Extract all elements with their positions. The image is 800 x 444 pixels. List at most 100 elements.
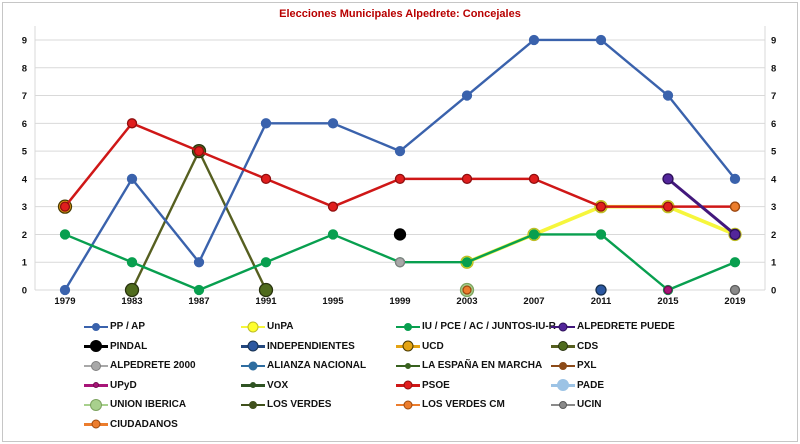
legend-item-vox: VOX (241, 378, 396, 392)
x-tick: 1999 (389, 296, 410, 307)
legend-marker-icon (396, 320, 420, 334)
legend-label: UCIN (577, 399, 602, 411)
series-line-pp-ap (63, 38, 736, 291)
legend-marker-icon (551, 398, 575, 412)
data-point-ciudadanos (729, 201, 741, 212)
legend-marker-icon (241, 378, 265, 392)
legend-label: ALPEDRETE PUEDE (577, 321, 675, 333)
legend-item-cds: CDS (551, 339, 711, 353)
x-tick: 1987 (188, 296, 209, 307)
x-tick: 2007 (523, 296, 544, 307)
data-point-iu-pce-ac-juntos-iu-r (260, 257, 272, 268)
data-point-los-verdes-cm (462, 285, 472, 295)
data-point-pp-ap (126, 173, 138, 185)
legend-item-alpedrete-puede: ALPEDRETE PUEDE (551, 320, 711, 334)
data-point-independientes (595, 284, 607, 296)
legend-item-unpa: UnPA (241, 320, 396, 334)
x-tick: 1995 (322, 296, 344, 307)
legend-item-los-verdes-cm: LOS VERDES CM (396, 398, 551, 412)
legend-marker-icon (84, 359, 108, 373)
x-tick: 2015 (657, 296, 679, 307)
legend-marker-icon (551, 320, 575, 334)
legend-marker-icon (84, 417, 108, 431)
y-tick-right: 9 (771, 35, 776, 46)
data-point-pp-ap (193, 257, 205, 268)
y-tick-right: 2 (771, 230, 776, 241)
y-tick-right: 3 (771, 202, 776, 213)
series-line-psoe (64, 122, 735, 208)
y-tick-right: 0 (771, 286, 776, 297)
legend-marker-icon (396, 398, 420, 412)
legend-label: PSOE (422, 379, 450, 391)
x-tick: 2003 (456, 296, 477, 307)
series-line-alpedrete-puede (667, 177, 736, 236)
y-tick-left: 5 (22, 147, 28, 158)
legend-label: CDS (577, 340, 599, 352)
data-point-psoe (662, 201, 674, 212)
legend-label: PP / AP (110, 321, 146, 333)
data-point-psoe (394, 173, 406, 185)
data-point-cds (124, 282, 140, 298)
legend-marker-icon (241, 398, 265, 412)
data-point-pp-ap (59, 284, 71, 296)
y-tick-right: 1 (771, 258, 777, 269)
data-point-pp-ap (729, 173, 741, 185)
legend-item-ucin: UCIN (551, 398, 711, 412)
legend-label: CIUDADANOS (110, 418, 178, 430)
data-point-psoe (595, 201, 607, 212)
data-point-iu-pce-ac-juntos-iu-r (59, 229, 71, 240)
data-point-pp-ap (327, 118, 339, 129)
legend-marker-icon (241, 339, 265, 353)
legend-label: UNION IBERICA (110, 399, 187, 411)
x-tick: 1991 (255, 296, 277, 307)
y-tick-left: 0 (22, 286, 27, 297)
legend-label: VOX (267, 379, 289, 391)
data-point-ucin (729, 284, 741, 296)
chart-legend: PP / AP UnPA IU / PCE / AC / JUNTOS-IU-R AL… (84, 317, 711, 434)
legend-marker-icon (84, 398, 108, 412)
legend-marker-icon (396, 359, 420, 373)
data-point-psoe (260, 173, 272, 185)
legend-item-upyd: UPyD (84, 378, 241, 392)
data-point-alpedrete-puede (729, 228, 741, 241)
y-tick-left: 9 (22, 35, 27, 46)
y-tick-left: 2 (22, 230, 27, 241)
data-point-iu-pce-ac-juntos-iu-r (729, 257, 741, 268)
data-point-psoe (461, 173, 473, 185)
data-point-upyd (663, 285, 673, 295)
x-tick: 1983 (121, 296, 142, 307)
data-point-pp-ap (595, 34, 607, 46)
line-chart-svg: 0 0 1 1 2 2 3 3 4 4 5 5 6 6 7 7 8 8 9 9 1979 1983 1987 1991 1995… (22, 26, 777, 307)
legend-marker-icon (84, 378, 108, 392)
legend-item-psoe: PSOE (396, 378, 551, 392)
legend-label: UCD (422, 340, 444, 352)
series-line-cds (130, 149, 268, 291)
legend-label: PINDAL (110, 340, 148, 352)
legend-item-alianza-nacional: ALIANZA NACIONAL (241, 359, 396, 373)
y-tick-left: 4 (22, 174, 28, 185)
y-tick-right: 4 (771, 174, 777, 185)
x-tick: 2011 (591, 296, 612, 307)
legend-marker-icon (551, 339, 575, 353)
legend-item-los-verdes: LOS VERDES (241, 398, 396, 412)
y-tick-left: 1 (22, 258, 28, 269)
legend-item-pxl: PXL (551, 359, 711, 373)
legend-item-iu-pce-ac-juntos-iu-r: IU / PCE / AC / JUNTOS-IU-R (396, 320, 556, 334)
legend-item-ciudadanos: CIUDADANOS (84, 417, 241, 431)
legend-label: UnPA (267, 321, 294, 333)
data-point-alpedrete-puede (662, 173, 674, 185)
legend-label: LOS VERDES CM (422, 399, 505, 411)
data-point-iu-pce-ac-juntos-iu-r (528, 229, 540, 240)
y-tick-left: 6 (22, 119, 27, 130)
y-tick-left: 8 (22, 63, 27, 74)
legend-marker-icon (84, 339, 108, 353)
legend-marker-icon (551, 359, 575, 373)
x-tick: 1979 (54, 296, 75, 307)
data-point-psoe (193, 145, 205, 157)
legend-label: IU / PCE / AC / JUNTOS-IU-R (422, 321, 556, 333)
data-point-psoe (126, 118, 138, 129)
legend-item-pp-ap: PP / AP (84, 320, 241, 334)
legend-marker-icon (84, 320, 108, 334)
legend-label: ALIANZA NACIONAL (267, 360, 367, 372)
data-point-psoe (528, 173, 540, 185)
